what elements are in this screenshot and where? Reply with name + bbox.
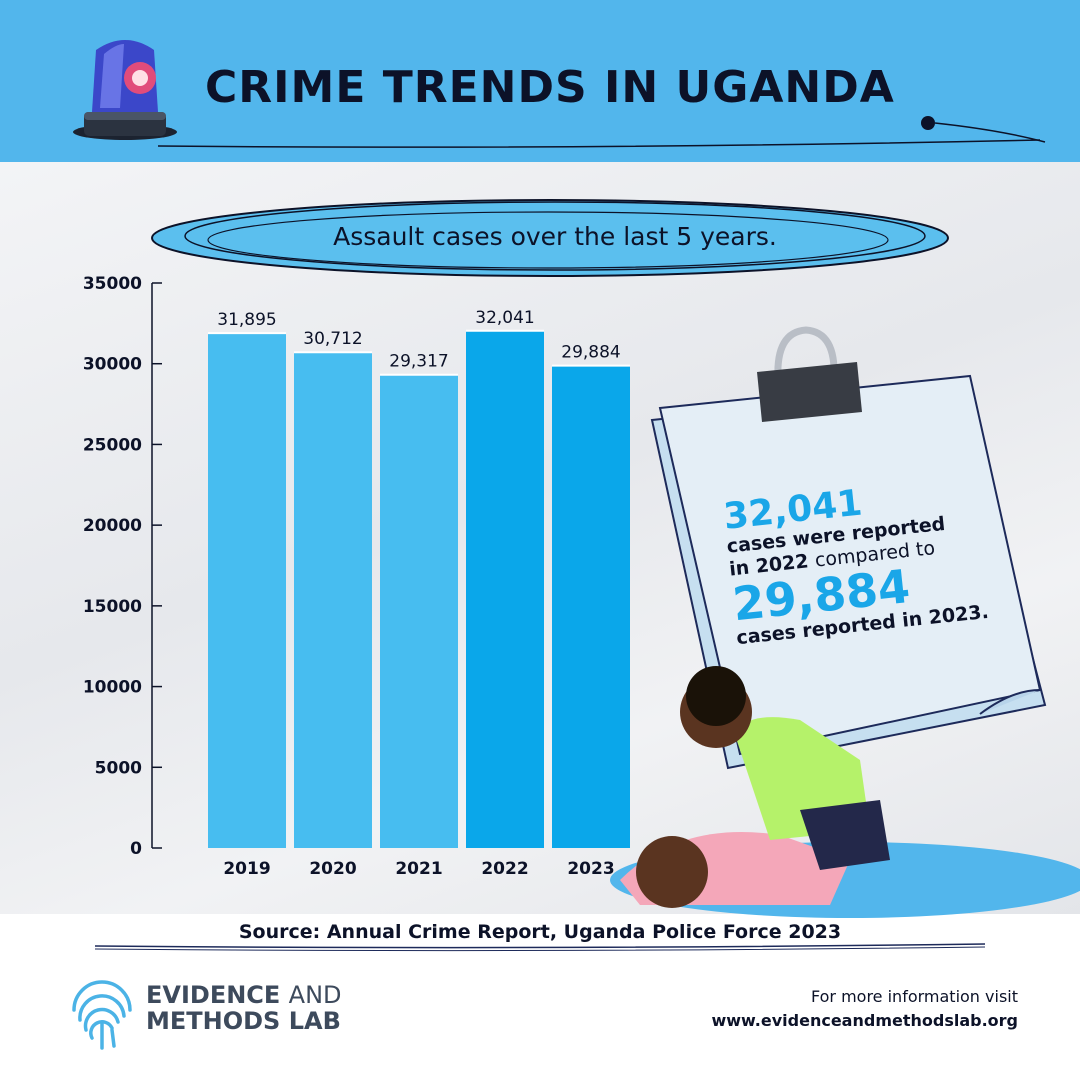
page-title: CRIME TRENDS IN UGANDA bbox=[205, 62, 895, 113]
x-tick-label-2021: 2021 bbox=[395, 859, 442, 879]
assault-illustration bbox=[610, 666, 1080, 918]
logo-line1-bold: EVIDENCE bbox=[146, 981, 281, 1009]
logo-line1-light: AND bbox=[288, 981, 342, 1009]
x-axis-labels: 2019 2020 2021 2022 2023 bbox=[223, 859, 614, 879]
value-label-2023: 29,884 bbox=[561, 343, 620, 363]
y-tick-label: 15000 bbox=[83, 597, 142, 617]
value-label-2019: 31,895 bbox=[217, 310, 276, 330]
y-tick-label: 0 bbox=[130, 839, 142, 859]
bar-2019 bbox=[208, 333, 286, 849]
value-label-2020: 30,712 bbox=[303, 329, 362, 349]
more-info-label: For more information visit bbox=[810, 987, 1018, 1006]
y-tick-label: 35000 bbox=[83, 274, 142, 294]
y-tick-label: 10000 bbox=[83, 678, 142, 698]
header-banner: CRIME TRENDS IN UGANDA bbox=[0, 0, 1080, 162]
bars bbox=[208, 329, 630, 849]
value-labels: 31,895 30,712 29,317 32,041 29,884 bbox=[217, 308, 620, 372]
brand-logo-text: EVIDENCE AND METHODS LAB bbox=[146, 982, 342, 1035]
more-info: For more information visit www.evidencea… bbox=[711, 985, 1018, 1033]
x-tick-label-2019: 2019 bbox=[223, 859, 270, 879]
bar-2021 bbox=[380, 374, 458, 848]
y-tick-label: 20000 bbox=[83, 516, 142, 536]
bar-2020 bbox=[294, 352, 372, 848]
x-tick-label-2020: 2020 bbox=[309, 859, 356, 879]
fingerprint-icon bbox=[72, 980, 132, 1050]
y-axis: 0 5000 10000 15000 20000 25000 30000 35000 bbox=[83, 274, 162, 859]
y-tick-label: 25000 bbox=[83, 435, 142, 455]
header-dot bbox=[921, 116, 935, 130]
header-underline bbox=[157, 139, 1041, 148]
subtitle-ellipse bbox=[151, 199, 949, 277]
value-label-2021: 29,317 bbox=[389, 352, 448, 372]
police-siren-icon bbox=[73, 40, 177, 140]
y-tick-label: 5000 bbox=[95, 758, 142, 778]
y-tick-label: 30000 bbox=[83, 355, 142, 375]
bar-2022 bbox=[466, 330, 544, 848]
value-label-2022: 32,041 bbox=[475, 308, 534, 328]
x-tick-label-2022: 2022 bbox=[481, 859, 528, 879]
website-link[interactable]: www.evidenceandmethodslab.org bbox=[711, 1011, 1018, 1030]
bar-2023 bbox=[552, 365, 630, 848]
chart-title: Assault cases over the last 5 years. bbox=[333, 222, 777, 251]
x-tick-label-2023: 2023 bbox=[567, 859, 614, 879]
note-illustration bbox=[650, 326, 1047, 770]
header-decoration bbox=[73, 40, 1046, 148]
header-swoosh bbox=[934, 122, 1046, 143]
logo-line2: METHODS LAB bbox=[146, 1007, 341, 1036]
source-note: Source: Annual Crime Report, Uganda Poli… bbox=[238, 921, 842, 943]
